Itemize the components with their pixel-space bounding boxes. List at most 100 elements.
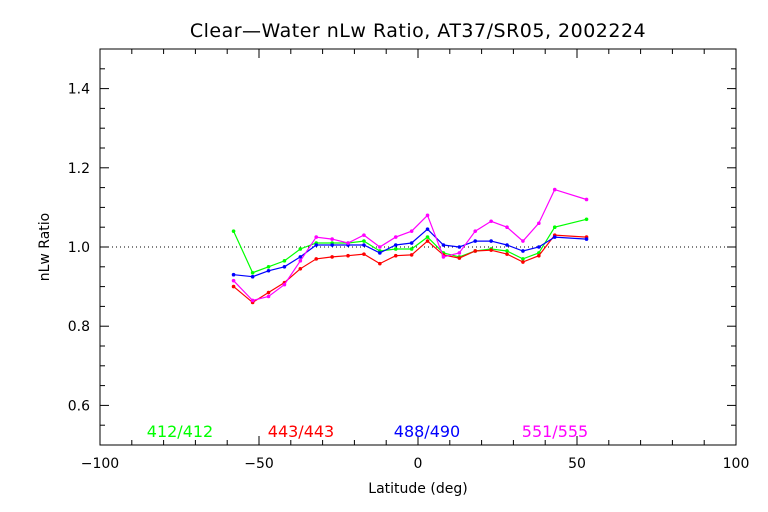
data-point	[314, 257, 319, 261]
data-point	[584, 217, 589, 222]
data-point	[314, 235, 319, 239]
data-point	[489, 248, 493, 252]
data-point	[282, 265, 287, 269]
data-point	[552, 225, 557, 229]
x-tick-label: −50	[244, 456, 274, 472]
data-point	[552, 235, 557, 239]
x-tick-label: −100	[81, 456, 119, 472]
legend-label: 443/443	[268, 422, 334, 441]
data-point	[521, 249, 525, 253]
data-point	[378, 245, 382, 249]
chart-title: Clear—Water nLw Ratio, AT37/SR05, 200222…	[190, 20, 646, 42]
series-488-490	[231, 227, 589, 279]
data-point	[393, 253, 398, 258]
tick-labels: −100 −50 0 50 100 0.6 0.8 1.0 1.2 1.4	[68, 82, 750, 472]
data-point	[298, 255, 303, 259]
data-point	[409, 229, 414, 233]
data-point	[505, 225, 509, 229]
data-point	[489, 219, 493, 224]
data-point	[505, 249, 509, 253]
data-point	[425, 213, 430, 218]
data-point	[393, 243, 398, 247]
axis-ticks	[99, 48, 737, 446]
data-point	[330, 243, 334, 247]
data-point	[362, 243, 366, 247]
data-point	[346, 241, 350, 245]
data-point	[425, 235, 430, 239]
y-tick-label: 1.0	[68, 240, 90, 256]
data-point	[473, 249, 478, 253]
data-point	[457, 251, 462, 255]
data-point	[537, 253, 541, 258]
data-point	[505, 243, 509, 247]
data-point	[330, 255, 334, 259]
data-point	[362, 233, 366, 237]
legend: 412/412 443/443 488/490 551/555	[147, 422, 588, 441]
data-point	[250, 274, 255, 279]
data-point	[489, 239, 493, 243]
data-point	[393, 247, 398, 251]
data-point	[362, 239, 366, 243]
data-point	[441, 255, 446, 259]
y-tick-label: 1.4	[68, 82, 90, 98]
data-point	[552, 187, 557, 192]
data-point	[457, 256, 462, 260]
data-point	[473, 229, 478, 233]
data-point	[266, 265, 271, 269]
data-point	[298, 259, 303, 263]
data-point	[409, 253, 414, 257]
legend-label: 488/490	[394, 422, 460, 441]
data-point	[378, 261, 382, 266]
data-point	[441, 243, 446, 247]
data-point	[330, 237, 334, 241]
data-point	[266, 268, 271, 273]
y-tick-label: 0.6	[68, 398, 90, 414]
data-point	[584, 237, 589, 241]
data-point	[425, 239, 430, 243]
data-point	[584, 197, 589, 202]
data-point	[409, 247, 414, 251]
data-point	[298, 247, 303, 251]
data-point	[266, 294, 271, 299]
data-point	[393, 235, 398, 239]
data-point	[231, 272, 236, 277]
data-point	[521, 257, 525, 261]
data-point	[346, 253, 350, 258]
data-point	[457, 245, 462, 249]
y-axis-label: nLw Ratio	[37, 213, 53, 282]
data-point	[362, 252, 366, 256]
series-line	[233, 234, 587, 304]
y-tick-label: 1.2	[68, 161, 90, 177]
data-point	[473, 239, 478, 243]
x-tick-label: 100	[723, 456, 750, 472]
data-point	[505, 252, 509, 256]
data-point	[266, 290, 271, 295]
series-line	[233, 228, 587, 278]
data-point	[537, 221, 541, 226]
data-point	[231, 229, 236, 233]
legend-label: 551/555	[522, 422, 588, 441]
data-point	[231, 284, 236, 289]
data-point	[314, 243, 319, 247]
data-point	[521, 239, 525, 243]
legend-label: 412/412	[147, 422, 213, 441]
series-line	[233, 188, 587, 302]
data-point	[282, 259, 287, 263]
data-point	[282, 282, 287, 287]
data-point	[425, 227, 430, 231]
series-443-443	[231, 233, 589, 305]
x-tick-label: 0	[414, 456, 423, 472]
data-point	[250, 270, 255, 275]
data-point	[521, 260, 525, 264]
data-point	[250, 298, 255, 303]
data-point	[231, 278, 236, 283]
x-tick-label: 50	[568, 456, 586, 472]
data-point	[409, 241, 414, 245]
data-point	[298, 266, 303, 271]
series-551-555	[231, 187, 589, 303]
y-tick-label: 0.8	[68, 319, 90, 335]
series-line	[233, 218, 587, 274]
data-point	[537, 245, 541, 249]
data-point	[378, 251, 382, 255]
